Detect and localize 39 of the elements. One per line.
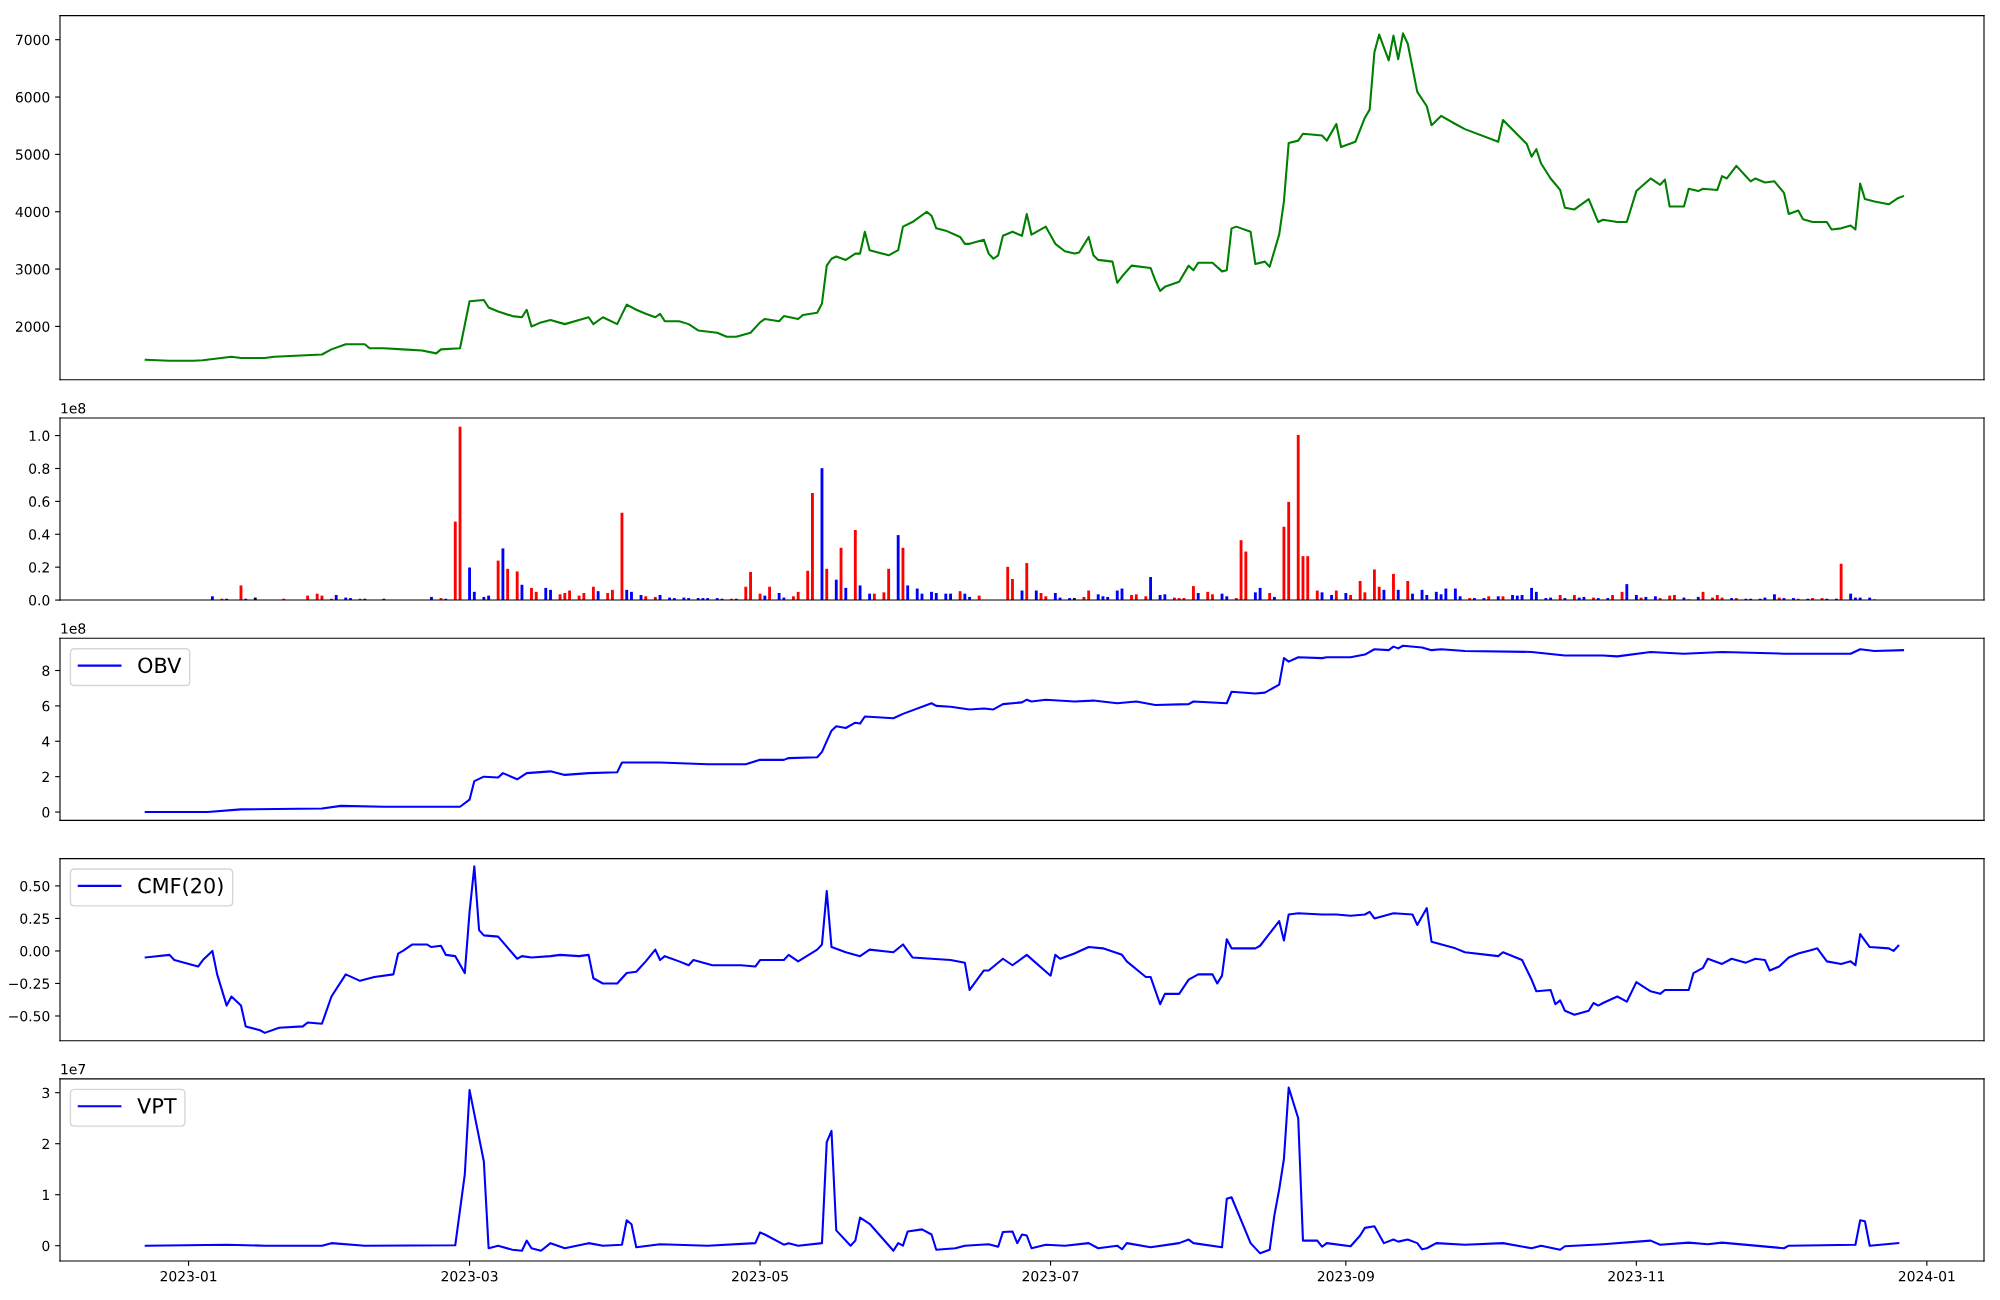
x-tick-label: 2023-01 [160, 1270, 217, 1282]
y-tick-label: 3 [42, 1087, 50, 1099]
y-tick-label: 6 [42, 700, 50, 712]
y-tick-label: 8 [42, 665, 50, 676]
x-tick-label: 2023-11 [1608, 1270, 1665, 1282]
legend-label: CMF(20) [138, 877, 223, 896]
y-tick-label: −0.25 [9, 978, 50, 989]
x-tick-label: 2023-05 [732, 1270, 788, 1282]
y-tick-label: 0.4 [29, 529, 50, 540]
y-tick-label: 2000 [15, 321, 50, 332]
y-tick-label: 0.25 [20, 913, 50, 924]
y-tick-label: 6000 [15, 92, 50, 103]
x-tick-label: 2023-03 [441, 1270, 498, 1282]
y-tick-label: 5000 [16, 149, 50, 160]
y-tick-label: 0.0 [29, 595, 50, 606]
y-tick-label: 4000 [15, 206, 50, 218]
text: 1e8 [61, 402, 86, 414]
y-tick-label: 1.0 [29, 430, 50, 442]
y-tick-label: 1 [42, 1189, 49, 1200]
y-tick-label: 0 [42, 1240, 50, 1252]
legend-label: VPT [137, 1098, 177, 1114]
text: 1e7 [61, 1064, 86, 1075]
legend-label: OBV [138, 657, 182, 674]
y-tick-label: 0.50 [20, 880, 50, 892]
y-tick-label: 3000 [15, 264, 50, 275]
y-tick-label: 7000 [16, 34, 50, 46]
y-tick-label: 0.6 [29, 496, 50, 507]
x-tick-label: 2023-07 [1022, 1270, 1079, 1282]
x-tick-label: 2024-01 [1898, 1270, 1955, 1282]
y-tick-label: 0.00 [20, 945, 50, 957]
y-tick-label: 0 [42, 807, 50, 818]
y-tick-label: 0.8 [29, 463, 50, 474]
y-tick-label: 2 [42, 1138, 49, 1149]
text: 1e8 [61, 623, 86, 634]
y-tick-label: −0.50 [9, 1010, 50, 1022]
y-tick-label: 4 [42, 736, 50, 747]
y-tick-label: 0.2 [29, 562, 49, 573]
y-tick-label: 2 [42, 771, 49, 782]
x-tick-label: 2023-09 [1317, 1270, 1374, 1282]
